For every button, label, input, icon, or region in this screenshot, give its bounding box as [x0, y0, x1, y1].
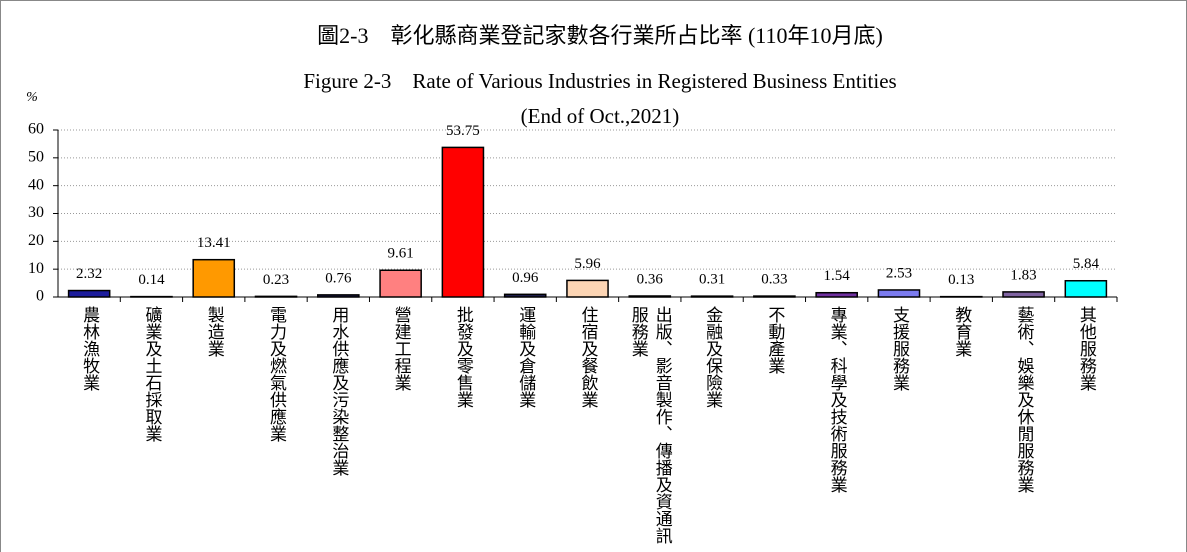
x-tick-label: 住宿及餐飲業	[577, 306, 598, 408]
x-tick-label: 不動產業	[764, 306, 785, 374]
x-tick-label: 農林漁牧業	[79, 306, 100, 391]
bar	[254, 295, 298, 298]
x-tick-label: 金融及保險業	[702, 306, 723, 408]
bar	[1002, 291, 1045, 298]
bar	[317, 294, 360, 298]
chart-subtitle: Figure 2-3 Rate of Various Industries in…	[303, 69, 896, 93]
y-tick-label: 50	[28, 149, 44, 166]
y-tick-label: 60	[28, 121, 44, 138]
y-tick-label: 40	[28, 176, 44, 193]
data-label: 0.23	[263, 272, 289, 288]
bar	[753, 295, 796, 298]
x-tick-label: 教育業	[951, 306, 972, 357]
x-tick-label: 專業、科學及技術服務業	[826, 306, 847, 493]
bar	[1064, 279, 1108, 298]
data-label: 9.61	[387, 246, 413, 262]
y-axis-label: %	[26, 90, 38, 105]
data-label: 0.33	[761, 272, 787, 288]
bar	[441, 146, 485, 298]
data-label: 0.14	[138, 272, 165, 288]
x-tick-label: 用水供應及污染整治業	[328, 306, 349, 476]
y-tick-label: 10	[28, 260, 44, 277]
bar	[379, 269, 422, 298]
y-tick-label: 0	[36, 288, 44, 305]
bar	[503, 293, 547, 298]
data-label: 1.83	[1010, 267, 1036, 283]
bar	[815, 291, 858, 298]
x-tick-label: 電力及燃氣供應業	[266, 306, 287, 442]
data-label: 2.32	[76, 266, 102, 282]
x-tick-label: 製造業	[203, 306, 224, 357]
x-tick-label: 營建工程業	[390, 306, 411, 391]
y-tick-label: 30	[28, 204, 44, 221]
bar	[67, 289, 111, 298]
data-label: 0.76	[325, 270, 352, 286]
x-tick-label: 批發及零售業	[452, 306, 473, 408]
data-label: 5.96	[574, 256, 601, 272]
data-label: 1.54	[824, 268, 851, 284]
x-tick-label: 其他服務業	[1075, 306, 1096, 391]
data-label: 5.84	[1073, 256, 1100, 272]
bar	[628, 295, 672, 298]
x-tick-label: 礦業及土石採取業	[141, 306, 162, 442]
x-tick-label: 出版、影音製作、傳播及資通訊服務業	[627, 306, 672, 544]
data-label: 2.53	[886, 265, 912, 281]
data-label: 53.75	[446, 123, 480, 139]
chart-title: 圖2-3 彰化縣商業登記家數各行業所占比率 (110年10月底)	[317, 23, 883, 48]
bar	[690, 295, 734, 298]
data-label: 0.13	[948, 272, 974, 288]
bar	[877, 289, 921, 298]
x-tick-label: 運輸及倉儲業	[515, 306, 536, 408]
data-label: 0.31	[699, 272, 725, 288]
x-tick-label: 支援服務業	[888, 306, 909, 391]
y-tick-label: 20	[28, 232, 44, 249]
bar	[566, 279, 609, 298]
chart-subtitle: (End of Oct.,2021)	[521, 104, 680, 128]
data-label: 13.41	[197, 235, 231, 251]
data-label: 0.36	[637, 271, 664, 287]
x-tick-label: 藝術、娛樂及休閒服務業	[1013, 306, 1034, 493]
data-label: 0.96	[512, 270, 539, 286]
bar	[192, 258, 236, 298]
